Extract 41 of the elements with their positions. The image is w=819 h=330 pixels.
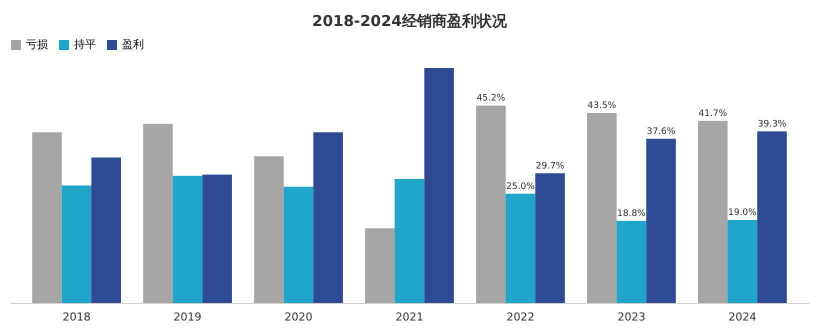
x-tick-label: 2021 [396,310,424,324]
bar [143,124,173,303]
data-label: 25.0% [506,182,536,192]
x-tick-label: 2019 [174,310,202,324]
data-label: 43.5% [588,100,617,111]
x-tick-label: 2024 [728,310,756,324]
legend-label: 亏损 [26,38,48,51]
bar [646,138,676,303]
data-label: 19.0% [728,208,758,218]
x-tick-label: 2023 [617,310,646,324]
chart-title: 2018-2024经销商盈利状况 [312,12,508,30]
bar [202,174,232,303]
data-label: 39.3% [758,119,787,130]
data-label: 41.7% [698,108,728,119]
data-label: 18.8% [617,208,646,219]
data-label: 29.7% [536,161,565,172]
data-label: 37.6% [646,126,676,137]
bar [365,228,395,303]
bar [284,186,314,303]
bar [32,132,62,303]
bar [698,120,728,303]
bar [728,220,758,303]
legend-label: 盈利 [122,38,144,51]
bar [62,186,92,303]
bar [91,158,121,303]
bar [254,156,284,303]
x-tick-label: 2022 [506,310,534,324]
bar [535,173,565,303]
bar [172,176,202,303]
data-label: 45.2% [476,94,506,104]
bar [476,106,506,303]
bar [313,132,343,303]
bar [616,220,646,303]
bar [506,194,536,303]
bar [394,178,424,303]
bar [757,131,787,303]
bar [424,68,454,303]
legend-label: 持平 [74,38,96,51]
x-tick-label: 2020 [284,310,313,324]
x-tick-label: 2018 [62,310,91,324]
bar [587,112,617,303]
